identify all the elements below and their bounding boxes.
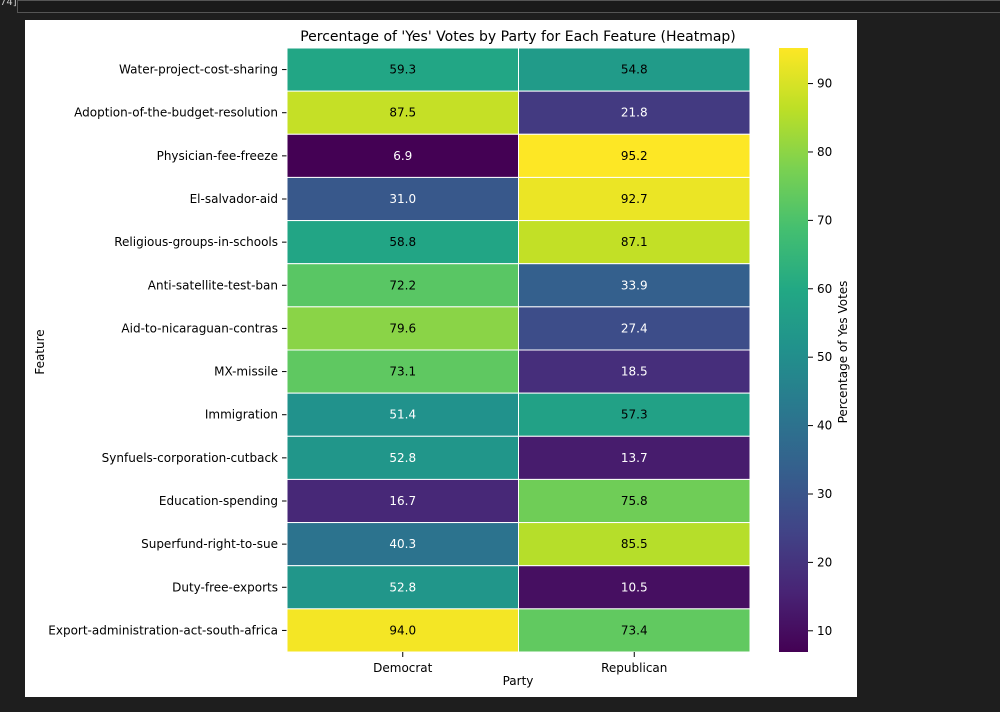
y-tick-label: Education-spending — [159, 494, 278, 508]
colorbar-tick-label: 60 — [817, 282, 832, 296]
cell-value-label: 13.7 — [621, 451, 648, 465]
colorbar-tick-label: 80 — [817, 145, 832, 159]
cell-value-label: 33.9 — [621, 278, 648, 292]
cell-value-label: 40.3 — [389, 537, 416, 551]
figure: Percentage of 'Yes' Votes by Party for E… — [25, 20, 857, 697]
y-tick-label: MX-missile — [214, 365, 278, 379]
heatmap-cell — [518, 522, 751, 567]
colorbar-tick-label: 30 — [817, 487, 832, 501]
cell-value-label: 73.4 — [621, 623, 648, 637]
heatmap-cell — [518, 478, 751, 524]
cell-value-label: 10.5 — [621, 580, 648, 594]
heatmap-cell — [518, 565, 751, 610]
cell-value-label: 31.0 — [389, 192, 416, 206]
heatmap-cell — [286, 478, 519, 524]
heatmap-cell — [286, 90, 519, 135]
cell-value-label: 75.8 — [621, 494, 648, 508]
x-tick-label: Republican — [601, 661, 667, 675]
y-tick-label: Religious-groups-in-schools — [114, 235, 278, 249]
cell-value-label: 21.8 — [621, 106, 648, 120]
cell-value-label: 52.8 — [389, 451, 416, 465]
heatmap-cell — [518, 392, 751, 437]
cell-value-label: 79.6 — [389, 321, 416, 335]
heatmap-cell — [286, 522, 519, 567]
colorbar-tick-label: 50 — [817, 350, 832, 364]
heatmap-cell — [518, 349, 751, 394]
y-tick-label: Physician-fee-freeze — [157, 149, 278, 163]
y-tick-label: Anti-satellite-test-ban — [148, 278, 278, 292]
chart-title: Percentage of 'Yes' Votes by Party for E… — [300, 29, 736, 45]
colorbar-tick-label: 20 — [817, 555, 832, 569]
heatmap-chart: Percentage of 'Yes' Votes by Party for E… — [33, 29, 850, 688]
cell-value-label: 58.8 — [389, 235, 416, 249]
cell-value-label: 27.4 — [621, 321, 648, 335]
y-tick-label: Duty-free-exports — [172, 580, 278, 594]
cell-value-label: 72.2 — [389, 278, 416, 292]
heatmap-cell — [518, 306, 751, 351]
cell-value-label: 92.7 — [621, 192, 648, 206]
cell-value-label: 59.3 — [389, 63, 416, 77]
cell-value-label: 73.1 — [389, 365, 416, 379]
cell-execution-count: 74] — [0, 0, 17, 8]
colorbar-tick-label: 70 — [817, 213, 832, 227]
heatmap-cell — [518, 90, 751, 135]
heatmap-cell — [286, 263, 519, 308]
colorbar-tick-label: 90 — [817, 77, 832, 91]
heatmap-cell — [518, 263, 751, 308]
y-axis-label: Feature — [33, 329, 47, 374]
colorbar-label: Percentage of Yes Votes — [836, 281, 850, 424]
y-tick-label: Immigration — [205, 408, 278, 422]
cell-value-label: 87.1 — [621, 235, 648, 249]
cell-value-label: 51.4 — [389, 408, 416, 422]
heatmap-cell — [518, 47, 751, 92]
heatmap-cell — [286, 392, 519, 437]
cell-value-label: 54.8 — [621, 63, 648, 77]
colorbar — [779, 48, 808, 652]
heatmap-cell — [518, 435, 751, 480]
heatmap-cell — [286, 220, 519, 265]
x-tick-label: Democrat — [373, 661, 433, 675]
colorbar-tick-label: 10 — [817, 624, 832, 638]
x-axis-label: Party — [503, 674, 534, 688]
cell-value-label: 57.3 — [621, 408, 648, 422]
cell-value-label: 52.8 — [389, 580, 416, 594]
heatmap-cell — [518, 176, 751, 222]
cell-value-label: 94.0 — [389, 623, 416, 637]
y-tick-label: Export-administration-act-south-africa — [48, 623, 278, 637]
cell-value-label: 87.5 — [389, 106, 416, 120]
heatmap-cell — [286, 306, 519, 351]
colorbar-tick-label: 40 — [817, 419, 832, 433]
y-tick-label: Adoption-of-the-budget-resolution — [74, 106, 278, 120]
cell-value-label: 16.7 — [389, 494, 416, 508]
y-tick-label: Synfuels-corporation-cutback — [102, 451, 278, 465]
cell-value-label: 85.5 — [621, 537, 648, 551]
heatmap-cell — [286, 349, 519, 394]
y-tick-label: Superfund-right-to-sue — [141, 537, 278, 551]
y-tick-label: Water-project-cost-sharing — [119, 63, 278, 77]
heatmap-cell — [286, 435, 519, 480]
heatmap-cell — [286, 565, 519, 610]
cell-output-bar — [17, 0, 1000, 13]
y-tick-label: Aid-to-nicaraguan-contras — [121, 321, 278, 335]
heatmap-cell — [518, 608, 751, 653]
y-tick-label: El-salvador-aid — [190, 192, 278, 206]
cell-value-label: 6.9 — [393, 149, 412, 163]
cell-value-label: 18.5 — [621, 365, 648, 379]
heatmap-cell — [286, 608, 519, 653]
heatmap-cell — [518, 220, 751, 265]
cell-value-label: 95.2 — [621, 149, 648, 163]
